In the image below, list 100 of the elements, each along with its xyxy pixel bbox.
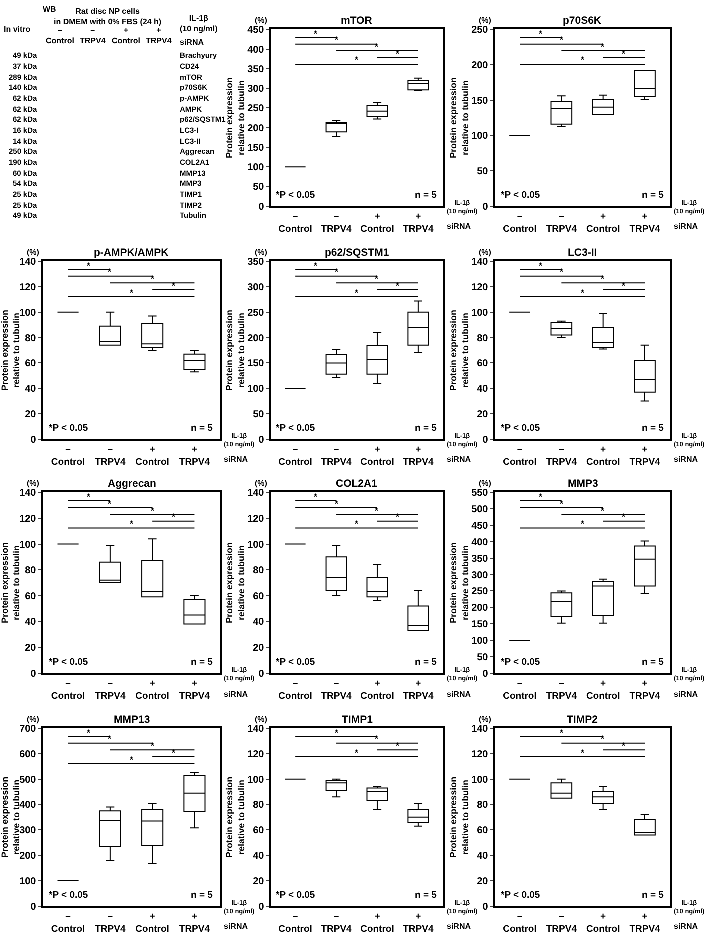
- y-tick-label: 20: [253, 643, 265, 654]
- text: siRNA: [674, 922, 698, 931]
- y-tick-label: 120: [248, 514, 265, 525]
- x-tick-label: – Control: [278, 444, 312, 468]
- annotation: *: [130, 519, 134, 529]
- y-tick-label: 150: [472, 96, 489, 107]
- x-tick-label: + Control: [136, 444, 170, 468]
- text: (%): [27, 479, 40, 488]
- annotation: *: [87, 728, 91, 738]
- y-axis-title: Protein expression relative to tubulin: [224, 542, 246, 624]
- annotation: *: [539, 29, 543, 39]
- y-tick-label: 80: [253, 566, 265, 577]
- annotation: *: [622, 281, 626, 291]
- y-tick-label: 40: [477, 851, 489, 862]
- y-tick-label: 450: [472, 521, 489, 532]
- y-tick-label: 250: [472, 25, 489, 36]
- x-tick-label: – Control: [503, 911, 537, 935]
- y-tick-label: 20: [253, 876, 265, 888]
- category-label: – Control: [46, 26, 74, 46]
- x-tick-label: – TRPV4: [95, 911, 126, 935]
- x-tick-label: + Control: [136, 678, 170, 702]
- y-tick-label: 300: [20, 826, 37, 837]
- text: (%): [479, 16, 492, 25]
- x-tick-label: + TRPV4: [630, 911, 662, 935]
- annotation: *: [314, 492, 318, 502]
- y-tick-label: 100: [472, 308, 489, 319]
- annotation: n = 5: [191, 423, 214, 434]
- text: siRNA: [674, 690, 698, 699]
- y-tick-label: 60: [477, 826, 489, 837]
- y-tick-label: 0: [482, 668, 489, 680]
- y-tick-label: 400: [472, 537, 489, 548]
- annotation: *: [335, 267, 339, 277]
- y-tick-label: 120: [20, 282, 37, 294]
- chart-title: p-AMPK/AMPK: [94, 247, 170, 259]
- annotation: n = 5: [642, 423, 665, 434]
- annotation: *: [130, 288, 134, 298]
- chart-title: TIMP2: [567, 714, 598, 726]
- x-tick-label: + TRPV4: [403, 911, 434, 935]
- y-axis-title: Protein expression relative to tubulin: [448, 78, 470, 159]
- annotation: *P < 0.05: [501, 423, 541, 434]
- annotation: *: [581, 519, 585, 529]
- annotation: *: [539, 492, 543, 502]
- y-tick-label: 500: [472, 504, 489, 516]
- annotation: n = 5: [642, 657, 665, 668]
- y-tick-label: 40: [477, 384, 489, 396]
- y-tick-label: 140: [20, 488, 37, 500]
- y-tick-label: 250: [472, 586, 489, 598]
- y-axis-title: Protein expression relative to tubulin: [224, 310, 246, 392]
- annotation: *: [560, 267, 564, 277]
- chart-title: LC3-II: [568, 247, 598, 259]
- x-tick-label: + Control: [586, 212, 620, 235]
- annotation: *: [560, 35, 564, 45]
- y-tick-label: 140: [20, 257, 37, 268]
- y-tick-label: 100: [472, 636, 489, 647]
- annotation: n = 5: [415, 423, 438, 434]
- category-label: – TRPV4: [80, 26, 106, 46]
- category-label: + TRPV4: [146, 26, 172, 46]
- y-tick-label: 0: [482, 202, 489, 213]
- y-tick-label: 100: [20, 540, 37, 551]
- y-tick-label: 80: [25, 333, 37, 344]
- x-tick-label: – TRPV4: [95, 444, 126, 468]
- x-tick-label: + TRPV4: [179, 678, 211, 702]
- y-tick-label: 40: [253, 617, 265, 628]
- x-tick-label: + Control: [360, 678, 394, 702]
- y-tick-label: 80: [477, 800, 489, 812]
- x-tick-label: – TRPV4: [321, 911, 353, 935]
- y-tick-label: 60: [25, 591, 37, 602]
- annotation: *: [375, 274, 379, 284]
- annotation: n = 5: [642, 890, 665, 901]
- chart-title: MMP3: [568, 478, 598, 490]
- annotation: *: [622, 741, 626, 751]
- y-tick-label: 50: [253, 409, 265, 420]
- y-tick-label: 200: [472, 60, 489, 72]
- text: siRNA: [224, 455, 248, 464]
- annotation: *: [355, 748, 359, 758]
- x-tick-label: – Control: [51, 444, 86, 468]
- x-tick-label: – TRPV4: [321, 444, 353, 468]
- annotation: *: [601, 506, 605, 516]
- y-tick-label: 300: [248, 84, 265, 96]
- annotation: *: [130, 755, 134, 765]
- y-tick-label: 350: [472, 554, 489, 565]
- annotation: *P < 0.05: [501, 657, 541, 668]
- y-tick-label: 50: [477, 166, 489, 178]
- x-tick-label: + TRPV4: [403, 212, 434, 235]
- annotation: *: [335, 499, 339, 509]
- chart-title: TIMP1: [342, 714, 374, 726]
- y-tick-label: 100: [472, 131, 489, 142]
- x-tick-label: + Control: [586, 444, 620, 468]
- y-tick-label: 300: [248, 282, 265, 294]
- annotation: *P < 0.05: [276, 890, 316, 901]
- y-tick-label: 100: [472, 774, 489, 786]
- annotation: *: [151, 741, 155, 751]
- annotation: *P < 0.05: [276, 657, 316, 668]
- y-tick-label: 200: [248, 123, 265, 134]
- chart-title: COL2A1: [336, 478, 378, 490]
- y-tick-label: 0: [482, 434, 489, 446]
- x-tick-label: – Control: [278, 911, 312, 935]
- annotation: *: [601, 274, 605, 284]
- y-tick-label: 700: [20, 724, 37, 736]
- x-tick-label: + Control: [360, 911, 394, 935]
